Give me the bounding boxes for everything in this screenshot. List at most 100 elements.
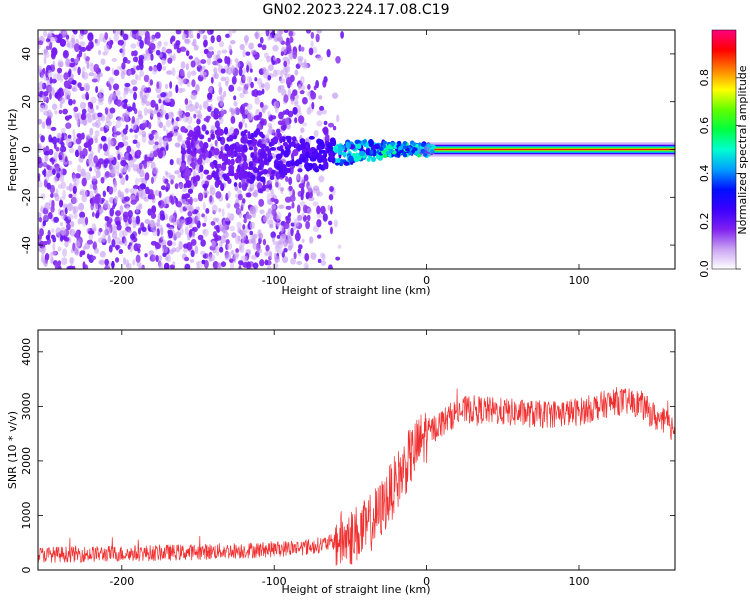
spectrogram-speckle [265, 184, 270, 189]
spectrogram-speckle [90, 150, 94, 157]
spectrogram-speckle [143, 162, 147, 169]
spectrogram-speckle [130, 216, 137, 223]
spectrogram-speckle [72, 128, 76, 138]
spectrogram-speckle [138, 30, 145, 37]
spectrogram-speckle [250, 49, 258, 56]
spectrogram-speckle [52, 168, 56, 175]
spectrogram-speckle [117, 141, 125, 148]
spectrogram-speckle [185, 180, 192, 184]
spectrogram-speckle [326, 48, 331, 58]
spectrogram-speckle [262, 168, 269, 175]
spectrogram-speckle [91, 211, 95, 218]
spectrogram-speckle [127, 210, 133, 218]
spectrogram-speckle [70, 221, 75, 228]
spectrogram-speckle [336, 114, 340, 123]
spectrogram-speckle [247, 112, 252, 121]
spectrogram-speckle [226, 136, 231, 142]
spectrogram-speckle [162, 175, 166, 184]
spectrogram-speckle [65, 141, 72, 147]
spectrogram-speckle [43, 110, 50, 116]
spectrogram-speckle [93, 155, 99, 164]
spectrogram-speckle [174, 183, 179, 190]
spectrogram-speckle [300, 84, 306, 91]
spectrogram-speckle [184, 256, 190, 262]
spectrogram-speckle [252, 88, 259, 98]
spectrogram-speckle [135, 56, 138, 63]
spectrogram-speckle [197, 234, 204, 241]
spectrogram-speckle [300, 187, 305, 196]
spectrogram-speckle [155, 254, 159, 263]
spectrogram-speckle [218, 128, 225, 136]
spectrogram-speckle [125, 116, 130, 123]
spectrogram-speckle [139, 70, 145, 78]
spectrogram-speckle [93, 72, 97, 79]
spectrogram-speckle [161, 245, 169, 254]
spectrogram-speckle [228, 168, 235, 175]
spectrogram-speckle [260, 118, 265, 124]
spectrogram-speckle [196, 118, 201, 125]
spectrogram-speckle [225, 80, 229, 87]
spectrogram-speckle [65, 34, 70, 40]
spectrogram-speckle [191, 79, 196, 88]
spectrogram-speckle [241, 237, 246, 247]
spectrogram-speckle [108, 245, 113, 253]
spectrogram-speckle [228, 44, 232, 52]
spectrogram-speckle [175, 246, 181, 253]
spectrogram-speckle [276, 215, 280, 222]
spectrogram-speckle [137, 243, 141, 249]
spectrogram-speckle [271, 204, 277, 210]
spectrogram-speckle [41, 257, 44, 263]
spectrogram-speckle [258, 171, 264, 176]
spectrogram-speckle [122, 257, 127, 265]
spectrogram-speckle [251, 191, 258, 197]
spectrogram-speckle [101, 234, 107, 243]
spectrogram-speckle [309, 156, 316, 162]
spectrogram-speckle [347, 155, 354, 163]
spectrogram-speckle [276, 132, 282, 138]
spectrogram-speckle [206, 174, 213, 180]
spectrogram-speckle [252, 243, 259, 250]
spectrogram-speckle [178, 108, 182, 117]
spectrogram-speckle [252, 166, 257, 172]
spectrogram-speckle [150, 224, 157, 232]
spectrogram-speckle [149, 110, 155, 118]
spectrogram-speckle [76, 119, 80, 127]
spectrogram-speckle [280, 88, 287, 96]
spectrogram-speckle [183, 248, 189, 253]
spectrogram-speckle [123, 238, 128, 247]
spectrogram-speckle [212, 159, 218, 166]
spectrogram-speckle [221, 208, 225, 218]
spectrogram-speckle [139, 183, 147, 190]
spectrogram-speckle [113, 34, 120, 42]
spectrogram-speckle [38, 234, 43, 240]
spectrogram-speckle [141, 85, 146, 92]
spectrogram-speckle [202, 190, 210, 195]
spectrogram-speckle [68, 98, 73, 106]
spectrogram-speckle [158, 190, 162, 199]
spectrogram-speckle [220, 235, 226, 244]
spectrogram-speckle [293, 218, 300, 227]
spectrogram-speckle [113, 179, 118, 188]
spectrogram-speckle [137, 203, 141, 210]
spectrogram-speckle [184, 38, 191, 45]
spectrogram-speckle [354, 139, 361, 145]
spectrogram-speckle [297, 248, 302, 254]
spectrogram-speckle [188, 129, 194, 135]
spectrogram-speckle [313, 185, 320, 192]
spectrogram-speckle [111, 239, 116, 248]
spectrogram-speckle [302, 122, 308, 127]
spectrogram-speckle [259, 36, 264, 44]
spectrogram-speckle [213, 72, 219, 80]
spectrogram-speckle [184, 98, 189, 105]
spectrogram-speckle [114, 90, 121, 97]
spectrogram-speckle [283, 30, 289, 33]
spectrogram-speckle [337, 244, 342, 249]
spectrogram-speckle [216, 34, 222, 43]
spectrogram-speckle [189, 196, 193, 206]
snr-x-tick-label: -200 [109, 575, 134, 588]
spectrogram-speckle [89, 127, 94, 136]
spectrogram-speckle [294, 232, 301, 242]
spectrogram-speckle [291, 201, 295, 209]
spectrogram-speckle [202, 229, 207, 235]
spectrogram-speckle [290, 227, 294, 237]
